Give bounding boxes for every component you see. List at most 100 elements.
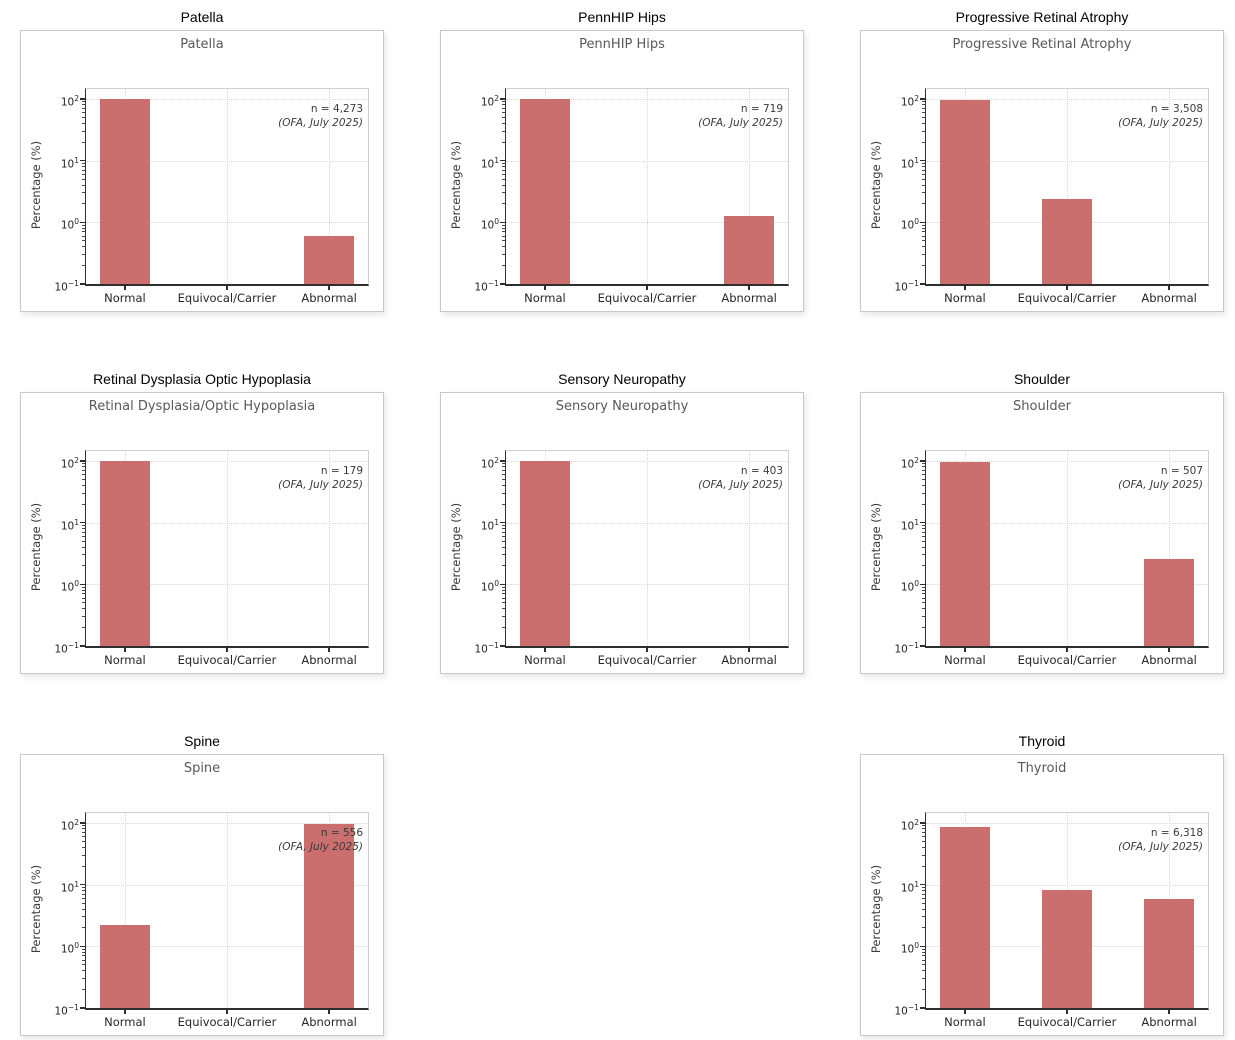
y-tick [919,1007,925,1009]
gridline-horizontal [86,584,368,586]
y-tick-label: 100 [900,941,919,956]
y-minor-tick [81,524,85,526]
chart-card: Shoulder Percentage (%) 102 101 100 10−1 Nor… [860,392,1224,674]
plot-area: 102 101 100 10−1 Normal Equivocal/Carrier Abno… [474,88,789,305]
y-minor-tick [921,890,925,892]
y-minor-tick [81,117,85,119]
x-tick [964,1010,966,1014]
bar-normal [99,460,151,646]
bar-normal [519,99,571,284]
y-tick-label: 100 [480,217,499,232]
x-tick [748,286,750,290]
cell-spine: Spine Spine Percentage (%) 102 101 100 10−1… [20,732,384,1036]
y-minor-tick [921,846,925,848]
y-minor-tick [81,589,85,591]
y-minor-tick [81,203,85,205]
figure-title: Progressive Retinal Atrophy [955,9,1129,25]
y-minor-tick [501,108,505,109]
gridline-horizontal [506,98,788,100]
y-tick [919,583,925,585]
figure-title: PennHIP Hips [578,9,666,25]
y-tick-label: 102 [900,817,919,833]
chart-title: Sensory Neuropathy [555,399,689,414]
y-tick-label: 100 [900,579,919,594]
y-minor-tick [501,192,505,194]
y-tick-label: 101 [900,879,919,895]
y-minor-tick [501,528,505,530]
y-minor-tick [81,528,85,530]
y-minor-tick [501,122,505,124]
plot-area: 102 101 100 10−1 Normal Equivocal/Carrier Abno… [894,450,1209,667]
chart-title: PennHIP Hips [579,37,665,52]
y-minor-tick [81,988,85,990]
y-tick [499,159,505,162]
gridline-vertical [329,89,331,284]
cell-shoulder: Shoulder Shoulder Percentage (%) 102 101 1… [860,370,1224,674]
gridline-horizontal [86,222,368,224]
y-minor-tick [501,130,505,132]
x-tick-label: Normal [104,291,146,305]
y-minor-tick [921,203,925,205]
y-minor-tick [921,231,925,233]
y-minor-tick [81,484,85,486]
y-minor-tick [921,162,925,164]
y-minor-tick [921,492,925,494]
y-minor-tick [921,565,925,567]
y-minor-tick [81,503,85,505]
annotation: n = 3,508 (OFA, July 2025) [1118,103,1203,130]
x-tick [748,648,750,652]
y-minor-tick [81,173,85,175]
y-minor-tick [501,608,505,610]
y-minor-tick [501,141,505,143]
gridline-horizontal [506,522,788,524]
y-minor-tick [501,166,505,168]
chart-title: Spine [183,761,221,776]
x-tick [328,1010,330,1014]
x-tick-label: Equivocal/Carrier [177,1015,277,1029]
y-minor-tick [81,616,85,618]
y-tick-label: 101 [60,155,79,171]
x-tick-label: Abnormal [301,291,357,305]
y-minor-tick [921,503,925,505]
y-tick [919,460,925,462]
y-minor-tick [501,492,505,494]
y-tick [919,645,925,647]
y-tick [79,460,85,462]
chart-card: Progressive Retinal Atrophy Percentage (… [860,30,1224,312]
cell-retinal-dysplasia-optic-hypoplasia: Retinal Dysplasia Optic Hypoplasia Retin… [20,370,384,674]
chart-card: Patella Percentage (%) 102 101 100 10−1 Norm… [20,30,384,312]
y-tick [499,583,505,585]
y-minor-tick [81,535,85,537]
y-minor-tick [81,184,85,186]
plot-area: 102 101 100 10−1 Normal Equivocal/Carrier Abno… [54,812,369,1029]
cell-patella: Patella Patella Percentage (%) 102 101 100… [20,8,384,312]
plot-area: 102 101 100 10−1 Normal Equivocal/Carrier Abno… [894,812,1209,1029]
y-minor-tick [81,964,85,966]
y-tick [919,221,925,223]
x-tick [544,286,546,290]
y-tick-label: 10−1 [54,641,79,656]
y-minor-tick [81,492,85,494]
y-minor-tick [81,546,85,548]
gridline-vertical [647,451,648,646]
y-tick [919,822,925,824]
cell-progressive-retinal-atrophy: Progressive Retinal Atrophy Progressive … [860,8,1224,312]
y-tick [79,521,85,524]
sample-size-label: n = 719 [740,103,783,115]
y-minor-tick [921,902,925,904]
y-minor-tick [81,959,85,961]
y-minor-tick [921,141,925,143]
y-tick-label: 102 [480,93,499,109]
y-minor-tick [81,554,85,556]
y-minor-tick [921,626,925,628]
plot-area: 102 101 100 10−1 Normal Equivocal/Carrier Abno… [894,88,1209,305]
y-tick [499,283,505,285]
y-minor-tick [921,893,925,895]
y-tick-label: 100 [480,579,499,594]
annotation: n = 719 (OFA, July 2025) [698,103,783,130]
y-minor-tick [501,531,505,533]
gridline-vertical [227,451,228,646]
y-minor-tick [921,104,925,106]
y-tick-label: 10−1 [54,1003,79,1018]
plot-area: 102 101 100 10−1 Normal Equivocal/Carrier Abno… [54,88,369,305]
